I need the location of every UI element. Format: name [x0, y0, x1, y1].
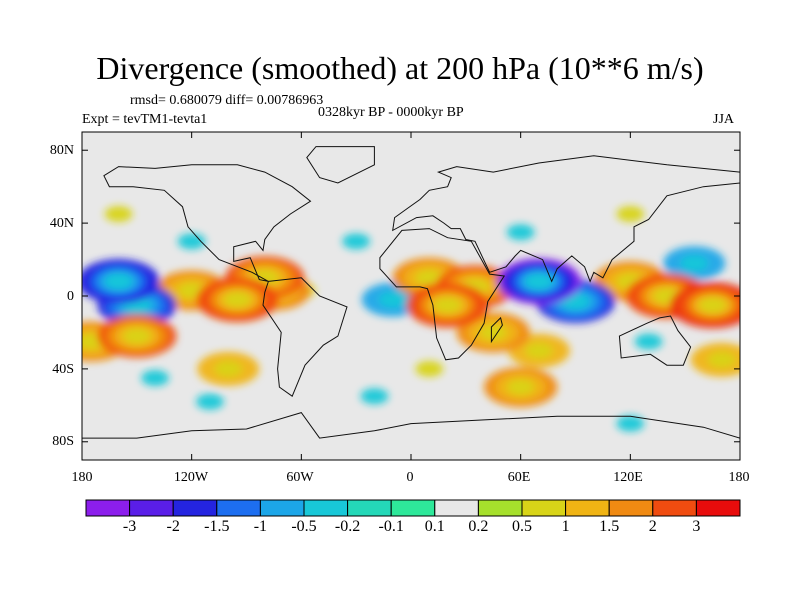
field-band — [506, 379, 535, 396]
colorbar-label: 3 — [692, 518, 701, 535]
field-band — [634, 333, 663, 350]
y-tick-label: 40N — [49, 216, 74, 231]
field-band — [433, 297, 462, 314]
colorbar-label: 0.2 — [468, 518, 489, 535]
field-band — [707, 351, 736, 368]
x-tick-label: 120E — [613, 470, 643, 485]
colorbar-label: -1 — [253, 518, 268, 535]
field-band — [342, 233, 371, 250]
colorbar-box — [477, 499, 523, 517]
colorbar-label: -0.2 — [334, 518, 361, 535]
coastlines — [82, 146, 740, 460]
colorbar-label: 1 — [561, 518, 570, 535]
colorbar-label: -3 — [122, 518, 137, 535]
field-band — [616, 206, 645, 222]
y-tick-label: 80N — [49, 143, 74, 158]
coastline-australia — [618, 315, 692, 366]
field-band — [680, 255, 709, 272]
colorbar-label: -0.5 — [291, 518, 317, 535]
field-band — [506, 224, 535, 241]
colorbar-box — [303, 499, 349, 517]
colorbar-label: 1.5 — [599, 518, 620, 535]
x-tick-label: 0 — [406, 470, 414, 485]
colorbar-box — [434, 499, 479, 517]
colorbar-label: 0.5 — [512, 518, 532, 535]
x-tick-label: 120W — [173, 470, 209, 485]
colorbar-box — [129, 499, 174, 517]
colorbar-box — [347, 499, 392, 517]
x-tick-label: 60W — [286, 470, 314, 485]
colorbar-box — [172, 499, 218, 517]
colorbar-box — [652, 499, 697, 517]
colorbar-label: -1.5 — [204, 518, 230, 535]
colorbar-box — [695, 499, 741, 517]
y-tick-label: 0 — [67, 289, 74, 304]
x-tick-label: 60E — [507, 470, 531, 485]
period-label: 0328kyr BP - 0000kyr BP — [318, 105, 464, 120]
coastline-south-america — [262, 277, 348, 397]
colorbar-label: 0.1 — [424, 518, 445, 535]
x-tick-label: 180 — [728, 470, 750, 485]
season-label: JJA — [713, 112, 735, 127]
stats-label: rmsd= 0.680079 diff= 0.00786963 — [130, 93, 324, 108]
field-band — [214, 360, 243, 377]
y-tick-label: 40S — [52, 362, 74, 377]
colorbar-box — [565, 499, 610, 517]
colorbar — [85, 499, 741, 517]
coastline-madagascar — [490, 316, 503, 344]
coastline-north-america — [103, 164, 312, 282]
field-band — [104, 273, 133, 290]
divergence-field — [82, 206, 740, 432]
field-band — [104, 206, 133, 222]
field-band — [360, 388, 389, 405]
axis-ticks — [81, 132, 741, 460]
colorbar-box — [85, 499, 131, 517]
field-band — [524, 342, 553, 359]
colorbar-box — [390, 499, 436, 517]
experiment-label: Expt = tevTM1-tevta1 — [82, 112, 208, 127]
field-band — [122, 328, 151, 345]
colorbar-label: -2 — [166, 518, 180, 535]
field-band — [415, 269, 444, 286]
colorbar-label: -0.1 — [378, 518, 404, 535]
colorbar-box — [521, 499, 567, 517]
coastline-eurasia — [392, 155, 740, 283]
field-band — [524, 273, 553, 290]
coastline-antarctica — [82, 412, 740, 460]
colorbar-label: 2 — [648, 518, 657, 535]
field-band — [177, 233, 206, 250]
field-band — [415, 360, 444, 377]
coastline-africa — [379, 228, 506, 361]
field-band — [378, 291, 407, 308]
field-band — [141, 370, 170, 386]
field-band — [616, 415, 645, 432]
field-band — [223, 291, 252, 308]
field-band — [698, 297, 727, 314]
coastline-greenland — [306, 146, 375, 184]
field-band — [195, 393, 224, 410]
chart-title: Divergence (smoothed) at 200 hPa (10**6 … — [96, 50, 704, 86]
colorbar-box — [216, 499, 261, 517]
colorbar-box — [259, 499, 305, 517]
colorbar-box — [608, 499, 654, 517]
x-tick-label: 180 — [71, 470, 93, 485]
y-tick-label: 80S — [52, 434, 74, 449]
